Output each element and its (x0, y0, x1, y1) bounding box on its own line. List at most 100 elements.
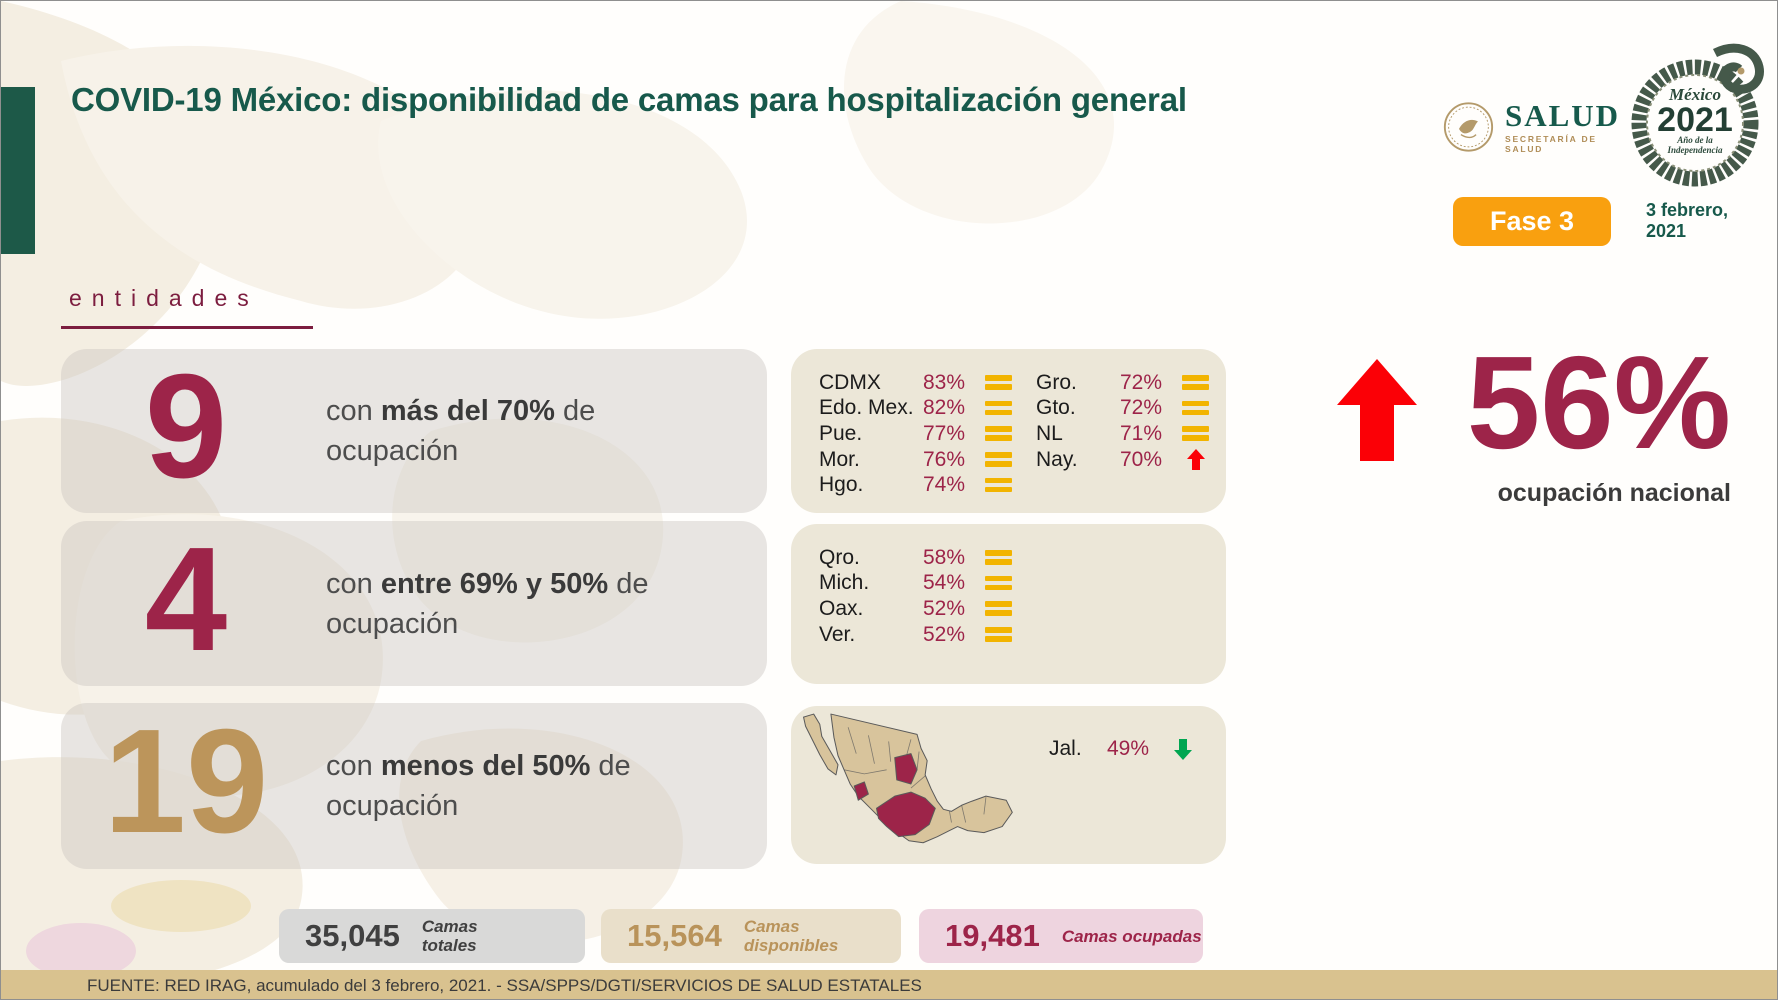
state-row: Qro. 58% (819, 545, 1015, 571)
entity-count-mid: 4 (144, 516, 228, 682)
state-row: Nay. 70% (1036, 447, 1212, 473)
state-value: 74% (923, 473, 966, 497)
state-row: Oax. 52% (819, 596, 1015, 622)
entity-count-under-50: 19 (103, 699, 269, 864)
state-label: Jal. (1049, 736, 1082, 760)
national-occupancy-value: 56% (1466, 329, 1731, 476)
state-row: Mich. 54% (819, 571, 1015, 597)
state-label: Pue. (819, 421, 863, 445)
state-value: 49% (1107, 736, 1150, 760)
state-label: Nay. (1036, 447, 1078, 471)
state-row: NL 71% (1036, 421, 1212, 447)
entity-group-over-70: 9 con más del 70% de ocupación (61, 349, 767, 513)
state-value: 70% (1120, 447, 1163, 471)
mexico-2021-subtitle-1: Año de la (1677, 135, 1713, 145)
state-label: Gto. (1036, 396, 1076, 420)
trend-icon (983, 623, 1015, 647)
state-label: Oax. (819, 596, 864, 620)
source-text: FUENTE: RED IRAG, acumulado del 3 febrer… (87, 975, 922, 995)
state-value: 54% (923, 571, 966, 595)
state-row: Hgo. 74% (819, 472, 1015, 498)
salud-logo: SALUD SECRETARÍA DE SALUD (1442, 97, 1632, 157)
available-beds-pill: 15,564 Camas disponibles (601, 909, 901, 963)
trend-icon (983, 448, 1015, 472)
state-label: Hgo. (819, 473, 864, 497)
trend-icon (1167, 737, 1199, 761)
state-value: 83% (923, 370, 966, 394)
trend-icon (983, 473, 1015, 497)
date-line-1: 3 febrero, (1646, 200, 1729, 220)
section-label: entidades (69, 285, 259, 311)
available-beds-value: 15,564 (627, 918, 722, 953)
salud-logo-tagline: SECRETARÍA DE SALUD (1504, 133, 1597, 154)
state-row: Gto. 72% (1036, 396, 1212, 422)
state-row: Ver. 52% (819, 622, 1015, 648)
state-label: Ver. (819, 622, 856, 646)
trend-icon (983, 546, 1015, 570)
date-line-2: 2021 (1646, 221, 1687, 241)
available-beds-label: Camas disponibles (743, 917, 839, 955)
occupied-beds-pill: 19,481 Camas ocupadas (919, 909, 1203, 963)
states-panel-over-70: CDMX 83% Edo. Mex. 82% Pue. 77% Mor. 76%… (791, 349, 1226, 513)
state-value: 71% (1120, 421, 1163, 445)
occupied-beds-label: Camas ocupadas (1061, 926, 1202, 946)
state-value: 58% (923, 545, 966, 569)
trend-icon (1180, 422, 1212, 446)
national-occupancy-label: ocupación nacional (1497, 479, 1731, 507)
state-value: 76% (923, 447, 966, 471)
trend-icon (1180, 396, 1212, 420)
salud-logo-text: SALUD (1504, 97, 1621, 133)
trend-icon (983, 571, 1015, 595)
state-row: Mor. 76% (819, 447, 1015, 473)
footer-bar: FUENTE: RED IRAG, acumulado del 3 febrer… (1, 970, 1777, 999)
state-label: Mich. (819, 571, 870, 595)
state-label: Edo. Mex. (819, 396, 914, 420)
state-label: Mor. (819, 447, 860, 471)
state-row: Gro. 72% (1036, 370, 1212, 396)
states-panel-mid: Qro. 58% Mich. 54% Oax. 52% Ver. 52% (791, 524, 1226, 684)
trend-icon (1180, 448, 1212, 472)
trend-icon (983, 396, 1015, 420)
entity-description-over-70: con más del 70% de ocupación (326, 395, 596, 467)
mexico-map (803, 713, 1013, 844)
occupied-beds-value: 19,481 (945, 918, 1040, 953)
state-value: 72% (1120, 396, 1163, 420)
date-label: 3 febrero, 2021 (1646, 200, 1728, 242)
state-value: 52% (923, 622, 966, 646)
total-beds-label: Camas totales (421, 917, 478, 955)
eagle-emblem-icon (1443, 102, 1494, 152)
entity-group-mid: 4 con entre 69% y 50% de ocupación (61, 521, 767, 686)
page-title: COVID-19 México: disponibilidad de camas… (71, 81, 1187, 118)
mexico-2021-year: 2021 (1657, 101, 1733, 139)
trend-icon (983, 597, 1015, 621)
state-label: NL (1036, 421, 1063, 445)
mexico-2021-subtitle-2: Independencia (1667, 145, 1723, 155)
state-label: Qro. (819, 545, 860, 569)
state-label: Gro. (1036, 370, 1077, 394)
state-value: 52% (923, 596, 966, 620)
total-beds-pill: 35,045 Camas totales (279, 909, 585, 963)
section-underline (61, 326, 313, 329)
state-row: CDMX 83% (819, 370, 1015, 396)
state-row: Edo. Mex. 82% (819, 396, 1015, 422)
state-label: CDMX (819, 370, 881, 394)
entity-description-mid: con entre 69% y 50% de ocupación (326, 567, 649, 640)
national-trend-up-icon (1337, 359, 1417, 461)
state-row: Jal. 49% (1049, 736, 1199, 762)
mexico-2021-title: México (1669, 85, 1721, 104)
state-row: Pue. 77% (819, 421, 1015, 447)
trend-icon (1180, 371, 1212, 395)
trend-icon (983, 422, 1015, 446)
entity-count-over-70: 9 (144, 344, 228, 509)
phase-badge: Fase 3 (1453, 197, 1611, 246)
trend-icon (983, 371, 1015, 395)
state-value: 72% (1120, 370, 1163, 394)
quetzalcoatl-ring-icon (1631, 43, 1764, 187)
accent-bar (1, 87, 35, 254)
state-value: 77% (923, 421, 966, 445)
mexico-2021-logo: México 2021 Año de la Independencia (1629, 41, 1771, 196)
state-value: 82% (923, 396, 966, 420)
entity-group-under-50: 19 con menos del 50% de ocupación (61, 703, 767, 869)
